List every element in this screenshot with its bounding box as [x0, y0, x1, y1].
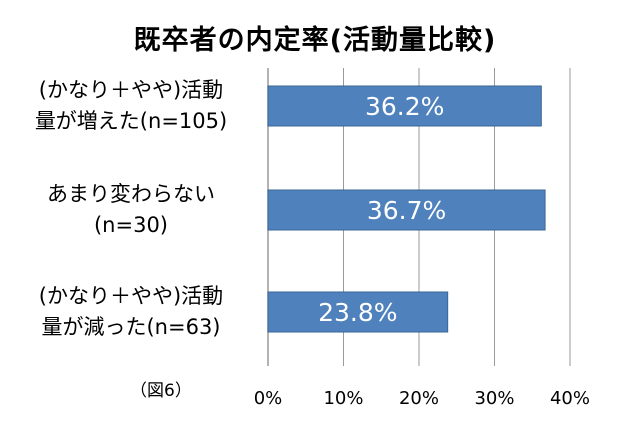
bar — [267, 189, 546, 231]
bar — [267, 291, 449, 333]
category-label: あまり変わらない (n=30) — [0, 179, 262, 241]
data-labels: 36.2% 36.7% 23.8% — [318, 92, 446, 327]
x-tick-label: 30% — [474, 388, 514, 409]
category-label-line: あまり変わらない — [47, 182, 215, 206]
bar — [267, 85, 542, 127]
figure-note: （図6） — [130, 381, 192, 401]
category-label: (かなり＋やや)活動 量が減った(n=63) — [0, 281, 262, 343]
bars — [267, 85, 546, 333]
x-axis-ticks: 0% 10% 20% 30% 40% — [254, 388, 590, 409]
category-label-line: (かなり＋やや)活動 — [38, 78, 224, 102]
category-label: (かなり＋やや)活動 量が増えた(n=105) — [0, 75, 262, 137]
bar-value-label: 23.8% — [318, 298, 397, 327]
bar-value-label: 36.7% — [367, 196, 446, 225]
category-label-line: (かなり＋やや)活動 — [38, 284, 224, 308]
x-tick-label: 40% — [550, 388, 590, 409]
category-label-line: 量が増えた(n=105) — [34, 109, 228, 133]
x-tick-label: 10% — [323, 388, 363, 409]
category-label-line: 量が減った(n=63) — [41, 315, 221, 339]
x-tick-label: 20% — [399, 388, 439, 409]
x-tick-label: 0% — [254, 388, 283, 409]
chart-title: 既卒者の内定率(活動量比較) — [133, 25, 497, 56]
bar-value-label: 36.2% — [365, 92, 444, 121]
category-label-line: (n=30) — [93, 213, 168, 237]
